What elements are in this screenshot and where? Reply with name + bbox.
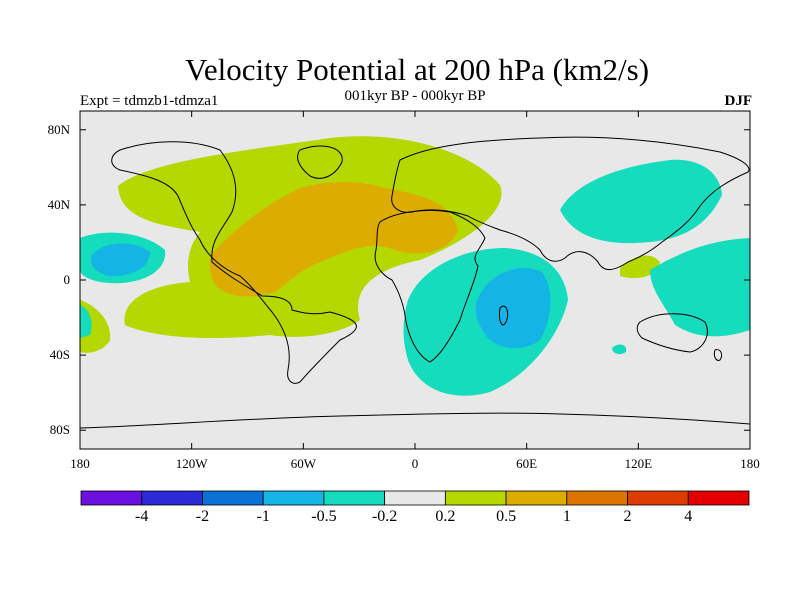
colorbar-swatch <box>262 490 325 506</box>
coastlines <box>80 136 750 429</box>
lat-tick-label: 40S <box>49 347 70 363</box>
colorbar-label: 2 <box>623 508 632 525</box>
lon-tick-label: 120E <box>624 456 653 471</box>
lat-tick-label: 40N <box>47 196 70 212</box>
colorbar <box>80 490 750 506</box>
colorbar-swatch <box>505 490 568 506</box>
lat-tick-label: 0 <box>63 272 71 287</box>
colorbar-label: -1 <box>256 508 270 525</box>
colorbar-swatch <box>444 490 507 506</box>
lon-tick-label: 120W <box>175 456 208 471</box>
lon-tick-label: 0 <box>411 456 419 471</box>
map-subtitle: 001kyr BP - 000kyr BP <box>344 88 486 104</box>
colorbar-swatch <box>687 490 750 506</box>
colorbar-swatch <box>566 490 628 506</box>
lat-tick-label: 80N <box>47 121 70 137</box>
lon-tick-label: 60E <box>516 456 538 471</box>
positive-mid-anomaly <box>209 182 458 297</box>
season-label: DJF <box>724 93 753 109</box>
map-title: Velocity Potential at 200 hPa (km2/s) <box>184 52 650 87</box>
colorbar-label: -2 <box>195 508 210 525</box>
experiment-label: Expt = tdmzb1-tdmza1 <box>80 93 219 109</box>
colorbar-label: 4 <box>684 508 693 525</box>
colorbar-swatch <box>627 490 689 506</box>
colorbar-label: 1 <box>562 508 571 525</box>
colorbar-swatch <box>384 490 446 506</box>
lat-tick-label: 80S <box>49 422 70 438</box>
colorbar-swatch <box>202 490 264 506</box>
colorbar-label: -0.2 <box>371 508 398 525</box>
lon-tick-label: 180 <box>70 456 90 471</box>
negative-mid-anomaly <box>90 243 551 349</box>
colorbar-label: -0.5 <box>311 508 337 525</box>
colorbar-label: 0.5 <box>496 508 517 525</box>
lon-tick-label: 180 <box>740 456 760 471</box>
colorbar-swatch <box>323 490 386 506</box>
colorbar-swatch <box>80 490 143 506</box>
colorbar-swatch <box>141 490 203 506</box>
tick-marks <box>79 111 751 449</box>
colorbar-label: -4 <box>135 508 149 525</box>
lon-tick-label: 60W <box>290 456 316 471</box>
colorbar-label: 0.2 <box>435 508 456 525</box>
